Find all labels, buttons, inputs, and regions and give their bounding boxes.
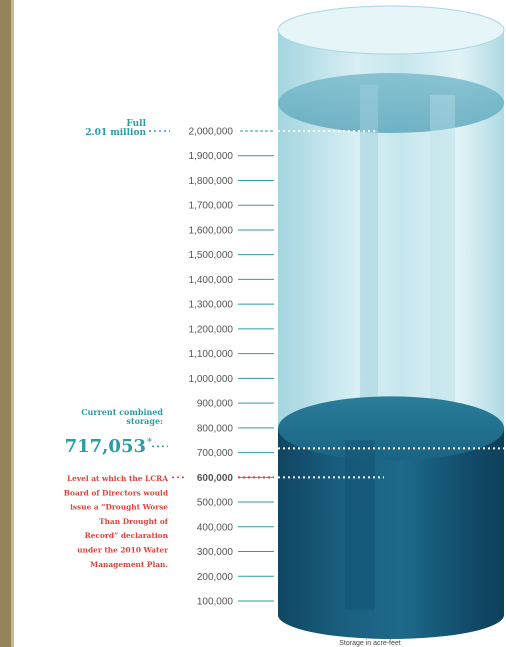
drought-annotation-line: issue a “Drought Worse	[70, 503, 168, 512]
y-tick-label: 300,000	[197, 547, 234, 558]
y-tick-label: 1,400,000	[189, 275, 234, 286]
y-axis-ticks: 2,000,000 1,900,000 1,800,000 1,700,000 1,60…	[189, 127, 274, 608]
left-bar-highlight	[11, 0, 14, 647]
current-storage-value: 717,053	[65, 436, 146, 457]
current-storage-asterisk: *	[147, 437, 152, 448]
y-tick-label: 1,500,000	[189, 250, 234, 261]
full-level-surface	[278, 73, 504, 133]
y-tick-label: 1,800,000	[189, 176, 234, 187]
drought-annotation-line: under the 2010 Water	[77, 546, 168, 555]
y-tick-label: 1,300,000	[189, 300, 234, 311]
y-tick-label: 1,100,000	[189, 349, 234, 360]
full-value-label: 2.01 million	[85, 128, 146, 138]
current-storage-label: Current combined	[81, 407, 163, 417]
glass-highlight-stripe-2	[430, 95, 455, 415]
cylinder-glass-top	[277, 5, 505, 55]
y-tick-label: 1,700,000	[189, 201, 234, 212]
water-surface	[278, 396, 504, 461]
y-tick-label: 1,000,000	[189, 374, 234, 385]
drought-annotation-line: Level at which the LCRA	[67, 474, 168, 483]
water-shade-stripe	[345, 440, 375, 610]
unit-caption: Storage in acre-feet	[339, 640, 401, 647]
y-tick-label: 700,000	[197, 448, 234, 459]
current-storage-label-2: storage:	[126, 416, 163, 426]
y-tick-label: 2,000,000	[189, 127, 234, 138]
drought-annotation-line: Than Drought of	[99, 517, 169, 526]
y-tick-label: 1,900,000	[189, 151, 234, 162]
y-tick-label: 500,000	[197, 498, 234, 509]
left-decorative-bar	[0, 0, 14, 647]
drought-annotation-line: Record” declaration	[85, 531, 169, 540]
y-tick-label: 800,000	[197, 423, 234, 434]
drought-annotation: Level at which the LCRA Board of Director…	[64, 474, 169, 569]
drought-annotation-line: Management Plan.	[90, 560, 168, 569]
y-tick-label: 100,000	[197, 597, 234, 608]
y-tick-label: 1,600,000	[189, 225, 234, 236]
y-tick-label: 400,000	[197, 522, 234, 533]
water-storage-body	[278, 428, 504, 639]
y-tick-label: 600,000	[197, 473, 234, 484]
glass-highlight-stripe-1	[360, 85, 378, 415]
full-label: Full	[126, 119, 146, 129]
drought-annotation-line: Board of Directors would	[64, 488, 168, 497]
y-tick-label: 1,200,000	[189, 324, 234, 335]
y-tick-label: 200,000	[197, 572, 234, 583]
y-tick-label: 900,000	[197, 399, 234, 410]
